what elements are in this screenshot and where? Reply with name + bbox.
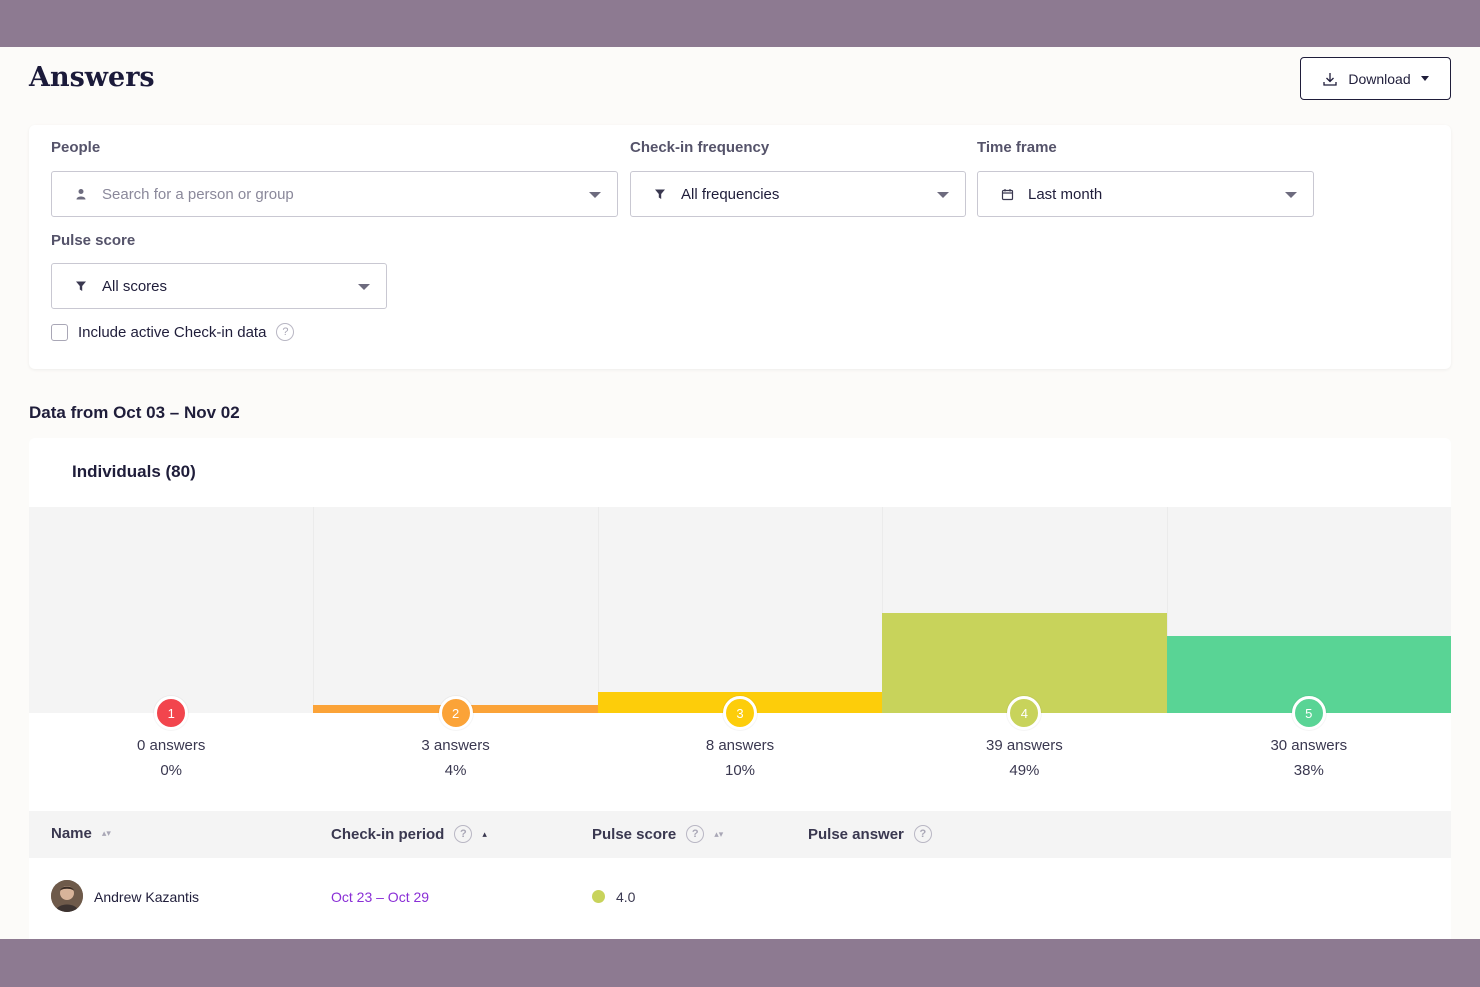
- individuals-card: Individuals (80) 1 0 answers 0% 2 3 answers 4…: [29, 438, 1451, 939]
- chevron-down-icon: [937, 192, 949, 198]
- frequency-value: All frequencies: [681, 185, 780, 203]
- individuals-title: Individuals (80): [72, 462, 196, 481]
- sort-icon: ▴▾: [714, 828, 724, 839]
- people-search-select[interactable]: Search for a person or group: [51, 171, 618, 217]
- pulse-score-value: 4.0: [616, 889, 636, 905]
- score-indicator-dot: [592, 890, 605, 903]
- people-search-placeholder: Search for a person or group: [102, 185, 294, 203]
- people-label: People: [51, 139, 101, 156]
- caret-down-icon: [1420, 76, 1429, 81]
- name-header-label: Name: [51, 825, 92, 842]
- score-column-header[interactable]: Pulse score ? ▴▾: [592, 825, 723, 843]
- name-column-header[interactable]: Name ▴▾: [51, 825, 111, 842]
- include-active-label: Include active Check-in data: [78, 323, 267, 341]
- answer-header-label: Pulse answer: [808, 825, 904, 843]
- percent-label: 49%: [1009, 762, 1040, 779]
- download-icon: [1323, 72, 1338, 86]
- help-icon[interactable]: ?: [686, 825, 705, 843]
- answers-count-label: 3 answers: [421, 737, 490, 754]
- include-active-checkbox[interactable]: [51, 323, 68, 341]
- period-header-label: Check-in period: [331, 825, 445, 843]
- person-name[interactable]: Andrew Kazantis: [94, 889, 200, 905]
- pulse-score-select[interactable]: All scores: [51, 263, 387, 309]
- table-header: Name ▴▾ Check-in period ? ▴ Pulse score …: [29, 811, 1451, 858]
- chevron-down-icon: [358, 284, 370, 290]
- help-icon[interactable]: ?: [454, 825, 473, 843]
- timeframe-label: Time frame: [977, 139, 1057, 156]
- score-marker: 4: [1007, 696, 1042, 730]
- filter-panel: People Search for a person or group Chec…: [29, 125, 1451, 369]
- chart-column-divider: [597, 507, 599, 713]
- chevron-down-icon: [1285, 192, 1297, 198]
- percent-label: 0%: [160, 762, 183, 779]
- help-icon[interactable]: ?: [913, 825, 932, 843]
- filter-icon: [74, 279, 88, 293]
- score-marker: 5: [1291, 696, 1326, 730]
- answers-count-label: 0 answers: [137, 737, 206, 754]
- timeframe-select[interactable]: Last month: [977, 171, 1314, 217]
- data-range-title: Data from Oct 03 – Nov 02: [29, 403, 240, 422]
- download-button[interactable]: Download: [1300, 57, 1451, 100]
- chart-column-divider: [1166, 507, 1168, 713]
- help-icon[interactable]: ?: [276, 323, 295, 341]
- avatar: [51, 880, 83, 912]
- answers-count-label: 39 answers: [986, 737, 1063, 754]
- chart-column-bg: [29, 507, 314, 713]
- answers-count-label: 30 answers: [1270, 737, 1348, 754]
- calendar-icon: [1000, 187, 1014, 201]
- percent-label: 38%: [1293, 762, 1324, 779]
- percent-label: 4%: [444, 762, 467, 779]
- score-distribution-chart: [29, 507, 1451, 713]
- score-marker: 2: [438, 696, 473, 730]
- sort-icon: ▴▾: [101, 828, 111, 838]
- timeframe-value: Last month: [1028, 185, 1103, 203]
- checkin-period-link[interactable]: Oct 23 – Oct 29: [331, 889, 430, 905]
- frequency-select[interactable]: All frequencies: [630, 171, 966, 217]
- frequency-label: Check-in frequency: [630, 139, 770, 156]
- pulse-score-label: Pulse score: [51, 232, 136, 249]
- person-icon: [74, 187, 88, 201]
- chart-column-divider: [882, 507, 884, 713]
- chart-column-divider: [313, 507, 315, 713]
- score-marker: 1: [154, 696, 189, 730]
- answers-page: Answers Download People Search for a per…: [0, 47, 1480, 939]
- pulse-score-value: All scores: [102, 277, 168, 295]
- answers-count-label: 8 answers: [705, 737, 775, 754]
- chart-column-bg: [313, 507, 598, 713]
- include-active-row: Include active Check-in data ?: [51, 323, 295, 341]
- score-marker: 3: [723, 696, 757, 730]
- percent-label: 10%: [724, 762, 756, 779]
- answer-column-header: Pulse answer ?: [808, 825, 932, 843]
- filter-icon: [653, 187, 667, 201]
- page-title: Answers: [29, 62, 155, 93]
- sort-ascending-icon: ▴: [482, 828, 487, 839]
- chevron-down-icon: [589, 192, 601, 198]
- table-row[interactable]: Andrew Kazantis Oct 23 – Oct 29 4.0: [29, 858, 1451, 936]
- chart-column-bg: [597, 507, 883, 713]
- period-column-header[interactable]: Check-in period ? ▴: [331, 825, 487, 843]
- score-header-label: Pulse score: [592, 825, 677, 843]
- download-label: Download: [1348, 70, 1411, 87]
